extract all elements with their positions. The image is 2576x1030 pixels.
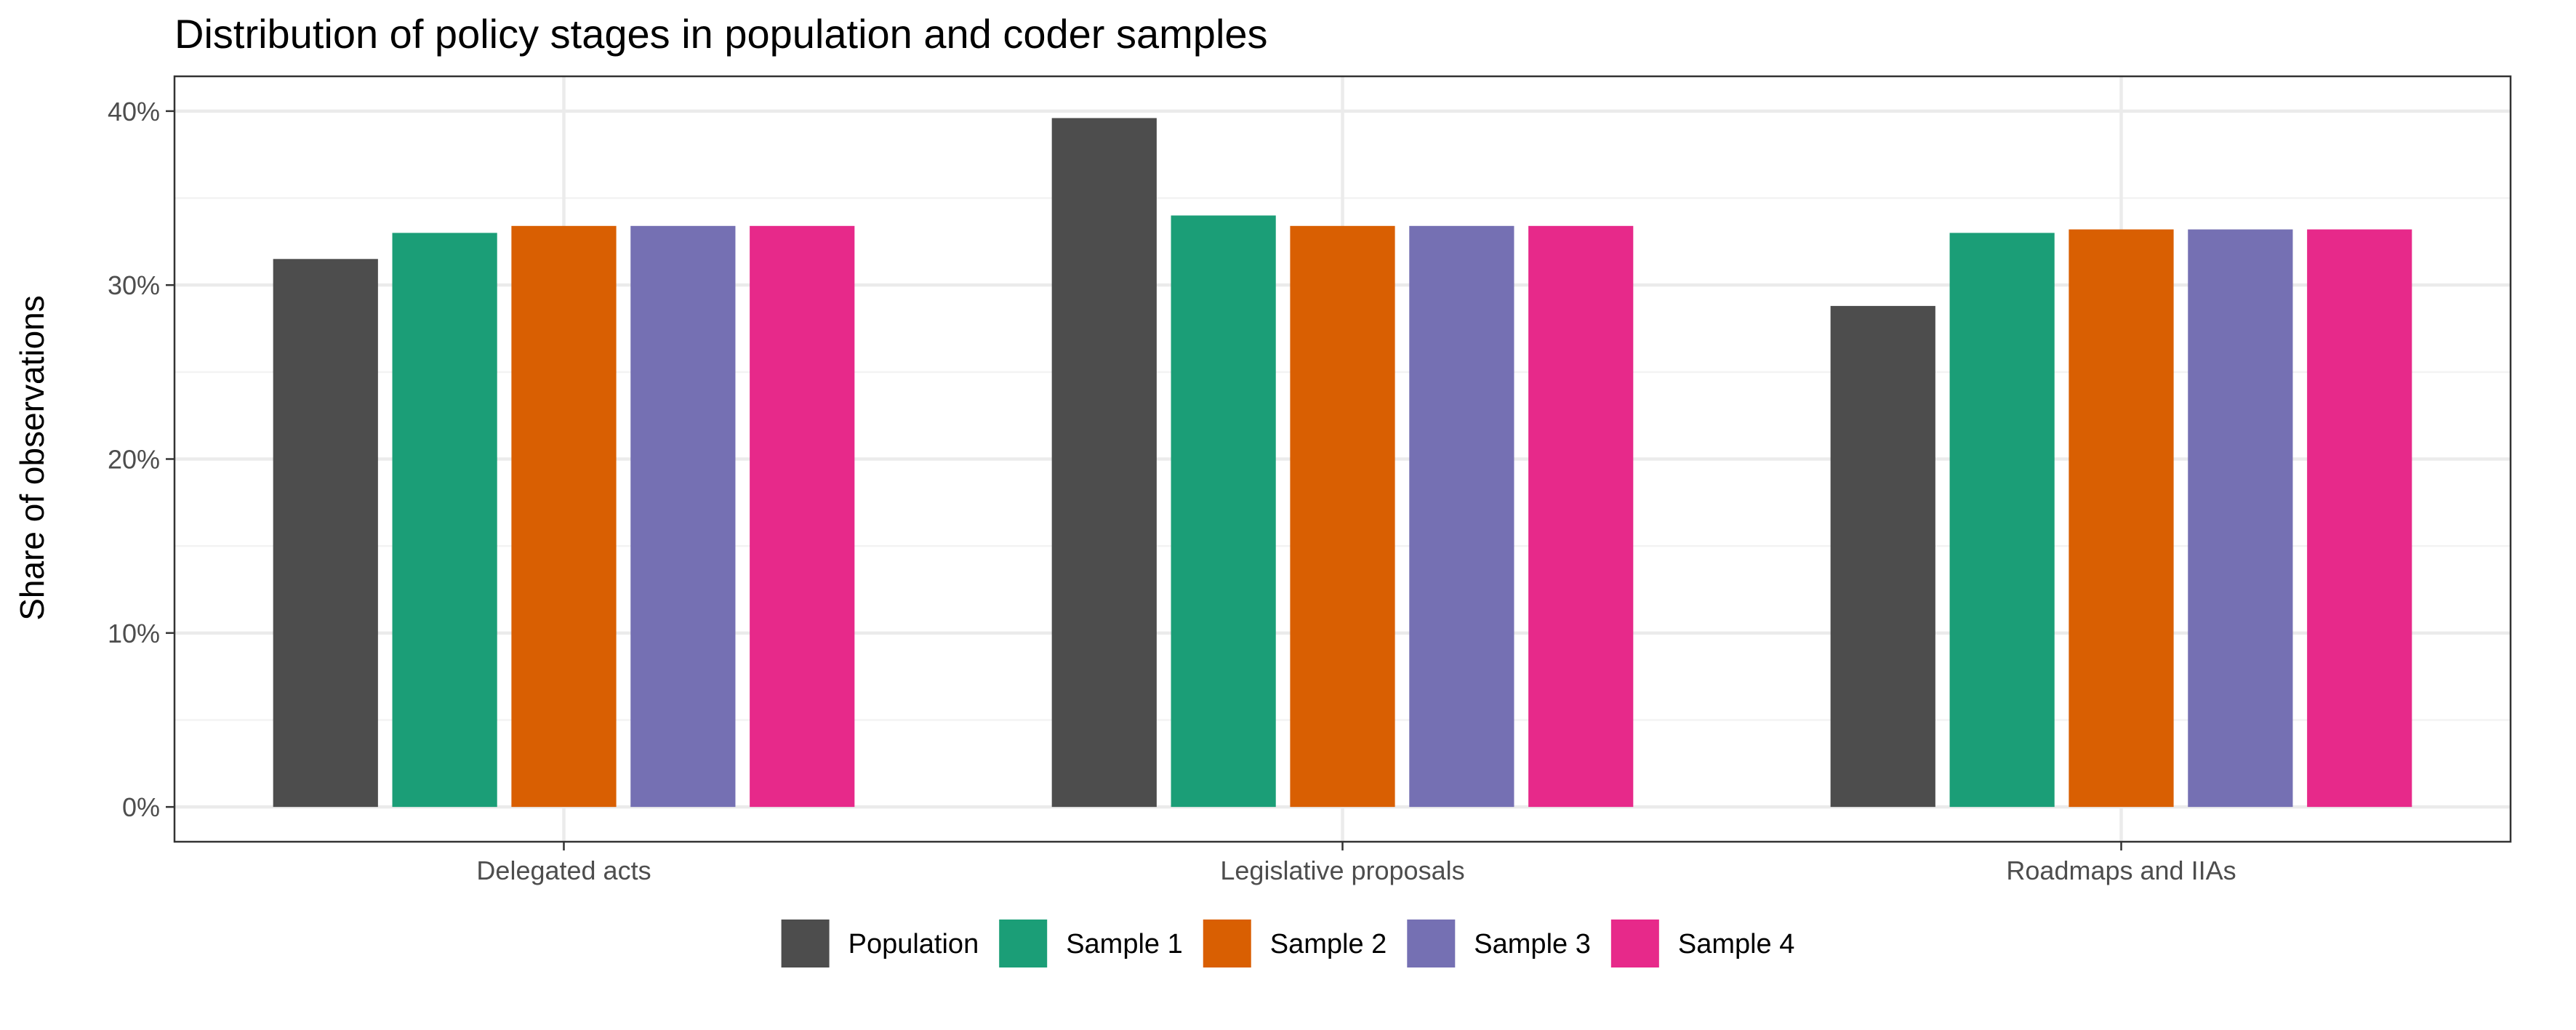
y-tick-label: 40% xyxy=(108,97,160,126)
bar-population-2 xyxy=(1051,118,1157,808)
legend-key-sample-1 xyxy=(999,920,1048,967)
bar-sample-3-3 xyxy=(2188,229,2293,808)
bar-sample-3-1 xyxy=(630,225,736,808)
legend-key-sample-3 xyxy=(1407,920,1456,967)
bar-sample-4-1 xyxy=(750,225,855,808)
chart-title: Distribution of policy stages in populat… xyxy=(174,11,1268,57)
bar-sample-4-2 xyxy=(1528,225,1634,808)
legend-key-population xyxy=(781,920,830,967)
bar-sample-2-2 xyxy=(1290,225,1395,808)
bar-sample-3-2 xyxy=(1409,225,1514,808)
legend-label: Sample 1 xyxy=(1066,929,1183,959)
legend-label: Sample 3 xyxy=(1474,929,1591,959)
legend-label: Sample 4 xyxy=(1678,929,1795,959)
y-axis-label: Share of observations xyxy=(13,295,51,621)
bar-sample-1-3 xyxy=(1949,233,2055,808)
bar-sample-2-3 xyxy=(2069,229,2174,808)
legend-key-sample-4 xyxy=(1610,920,1659,967)
bar-sample-1-2 xyxy=(1171,215,1276,808)
legend-key-sample-2 xyxy=(1203,920,1251,967)
bar-population-1 xyxy=(273,259,378,808)
bar-sample-2-1 xyxy=(511,225,617,808)
y-tick-label: 10% xyxy=(108,619,160,648)
bar-sample-4-3 xyxy=(2307,229,2412,808)
x-tick-label: Delegated acts xyxy=(476,856,651,885)
x-tick-label: Legislative proposals xyxy=(1220,856,1464,885)
legend-label: Sample 2 xyxy=(1270,929,1387,959)
y-tick-label: 30% xyxy=(108,270,160,300)
x-tick-label: Roadmaps and IIAs xyxy=(2006,856,2236,885)
legend: Population Sample 1 Sample 2 Sample 3 Sample… xyxy=(781,920,1795,967)
bar-population-3 xyxy=(1830,305,1935,808)
legend-label: Population xyxy=(848,929,979,959)
y-tick-label: 20% xyxy=(108,445,160,475)
y-tick-label: 0% xyxy=(122,792,160,822)
plot-area: 0% 10% 20% 30% 40% Delegated acts Legislative … xyxy=(108,75,2512,885)
bar-sample-1-1 xyxy=(392,233,497,808)
